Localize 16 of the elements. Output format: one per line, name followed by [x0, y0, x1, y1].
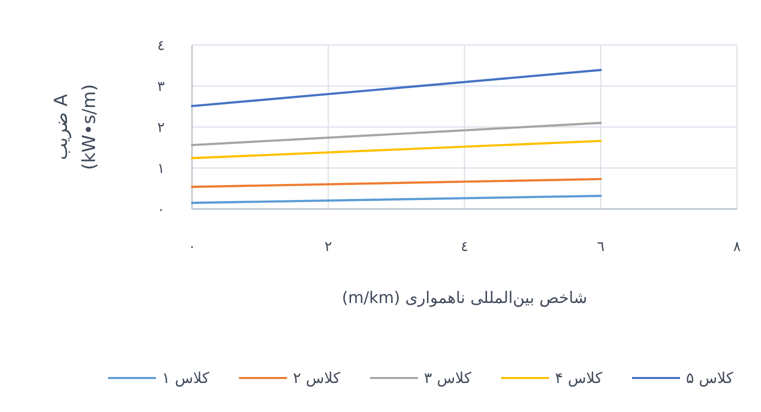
x-tick-label: ٨	[733, 239, 742, 255]
y-tick-label: ٣	[157, 79, 166, 95]
y-tick-label: ٤	[157, 38, 165, 54]
legend-label: کلاس ۱	[162, 369, 210, 387]
x-tick-label: ٤	[460, 239, 468, 255]
y-tick-label: ١	[157, 161, 165, 177]
legend-label: کلاس ۵	[686, 369, 734, 387]
legend-label: کلاس ۲	[293, 369, 342, 387]
y-tick-label: ٢	[157, 120, 165, 136]
legend-label: کلاس ۳	[424, 369, 472, 387]
x-axis-title: شاخص بین‌المللی ناهمواری (m/km)	[342, 288, 588, 307]
legend-label: کلاس ۴	[555, 369, 604, 387]
x-tick-label: ٦	[596, 239, 605, 255]
y-tick-label: ٠	[157, 202, 165, 218]
x-tick-label: ٢	[324, 239, 332, 255]
x-tick-label: ٠	[188, 239, 196, 255]
